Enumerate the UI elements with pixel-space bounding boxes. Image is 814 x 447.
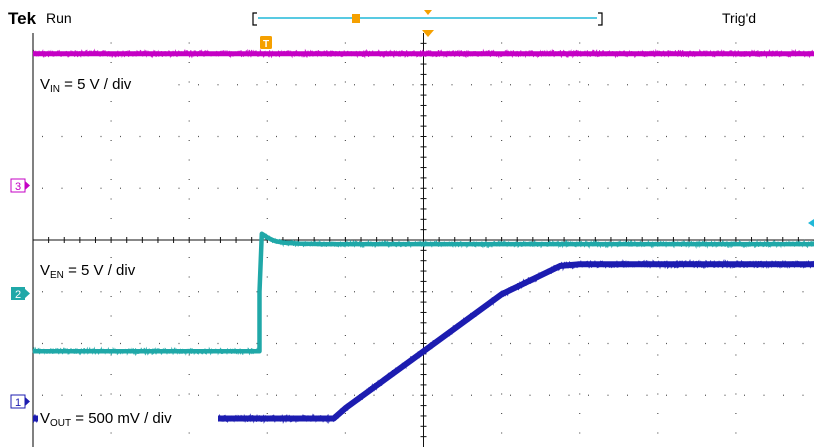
channel-1-marker: 1 [10,394,30,409]
graticule [32,33,814,447]
offscreen-arrow-icon [808,219,814,227]
trigger-marker-label: T [263,39,269,50]
trigger-marker: T [260,36,272,50]
vout-scale-label: VOUT = 500 mV / div [38,406,218,429]
ven-scale-label: VEN = 5 V / div [38,258,168,281]
channel-2-label: 2 [15,289,21,301]
channel-1-label: 1 [15,397,21,409]
record-length-bar [252,10,603,26]
channel-2-marker: 2 [11,287,30,301]
channel-3-marker: 3 [10,178,30,193]
svg-text:VOUT = 500 mV / div: VOUT = 500 mV / div [40,410,172,429]
svg-text:VEN = 5 V / div: VEN = 5 V / div [40,262,136,281]
vin-trace-noise [32,48,814,59]
ven-trace-noise [32,231,814,357]
record-trigger-icon [352,14,360,23]
svg-text:VIN = 5 V / div: VIN = 5 V / div [40,76,132,95]
brand-label: Tek [8,9,37,28]
channel-3-label: 3 [15,181,21,193]
vin-scale-label: VIN = 5 V / div [38,72,164,95]
trigger-status: Trig'd [722,10,756,26]
waveform-traces [32,48,814,425]
trigger-position-marker [422,30,434,37]
record-center-icon [424,10,432,15]
run-status: Run [46,10,72,26]
